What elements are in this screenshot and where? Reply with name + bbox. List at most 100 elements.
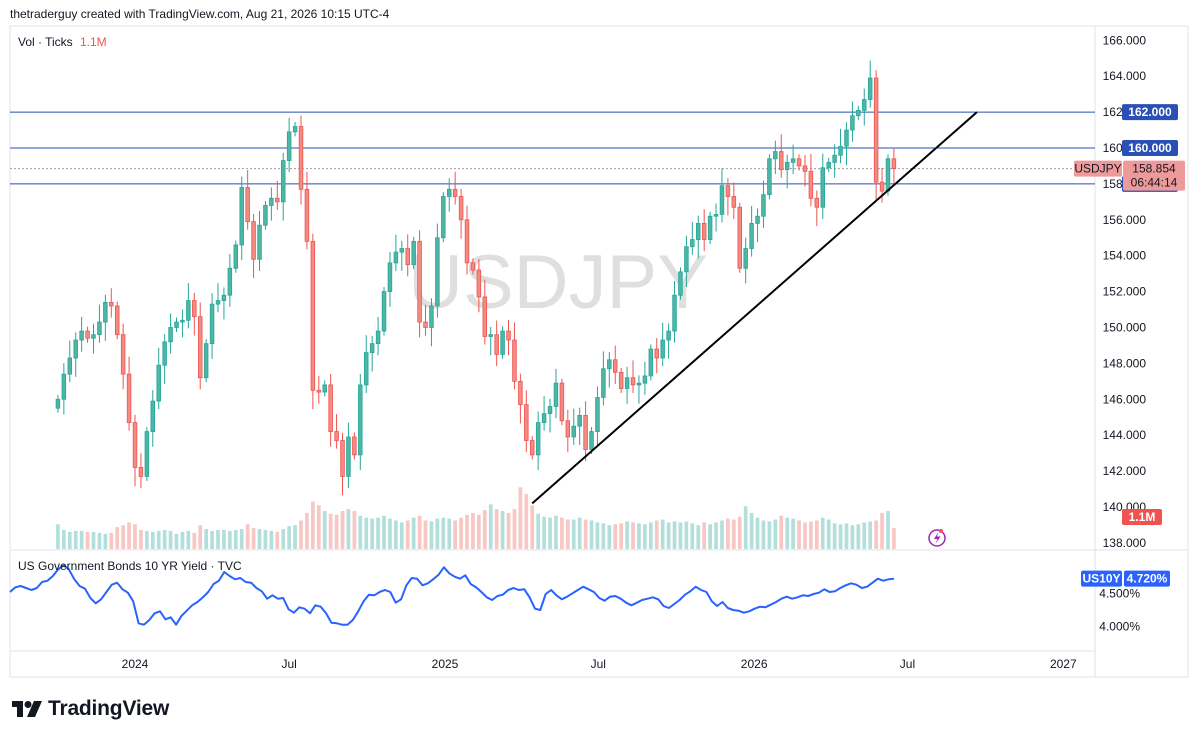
volume-bar [263, 530, 268, 549]
price-tick-label: 150.000 [1103, 320, 1147, 334]
time-tick-label: 2027 [1050, 657, 1077, 671]
candle-body [417, 240, 422, 323]
candle-body [624, 377, 630, 389]
volume-bar [233, 530, 238, 549]
candle-body [553, 382, 559, 407]
volume-bar [85, 531, 90, 549]
candle-body [654, 348, 659, 359]
volume-bar [370, 518, 374, 549]
volume-bar [856, 524, 861, 549]
tradingview-logo[interactable]: TradingView [12, 697, 169, 721]
price-tick-label: 152.000 [1103, 285, 1147, 299]
time-axis: 2024 Jul 2025 Jul 2026 Jul 2027 [122, 657, 1077, 671]
candle-body [132, 422, 138, 468]
price-tick-label: 142.000 [1103, 464, 1147, 478]
candle-body [441, 196, 446, 239]
volume-tag-text: 1.1M [1129, 510, 1156, 524]
candle-body [292, 126, 298, 133]
candle-body [749, 222, 754, 249]
candle-body [97, 321, 102, 336]
volume-bar [803, 522, 807, 549]
candle-body [209, 303, 215, 345]
yield-line [9, 564, 895, 626]
candle-body [535, 422, 541, 456]
volume-bar [133, 524, 137, 549]
candle-body [221, 294, 227, 301]
candle-body [138, 467, 144, 477]
candle-body [630, 377, 636, 386]
volume-bar [690, 523, 695, 549]
candle-body [559, 382, 565, 422]
candle-body [796, 158, 802, 167]
volume-bar [477, 514, 481, 549]
volume-bar [459, 517, 463, 549]
candle-body [707, 215, 713, 240]
volume-bar [210, 530, 214, 549]
candle-body [227, 267, 233, 296]
volume-bar [299, 520, 303, 549]
volume-bar [56, 524, 60, 549]
volume-bar [488, 504, 493, 549]
volume-bar [625, 521, 629, 549]
candle-body [725, 185, 731, 197]
yield-value-tag [1124, 570, 1170, 587]
level-tag [1122, 104, 1178, 121]
volume-bar [340, 511, 345, 549]
volume-bar [577, 517, 582, 549]
candle-body [773, 151, 778, 160]
price-tick-label: 154.000 [1103, 249, 1147, 263]
alert-dot-icon [939, 529, 943, 533]
volume-bar [399, 522, 404, 549]
candle-body [589, 431, 594, 450]
candle-body [767, 158, 772, 196]
volume-bar [814, 520, 819, 549]
price-tick-label: 164.000 [1103, 69, 1147, 83]
price-tick-label: 146.000 [1103, 392, 1147, 406]
candle-body [316, 389, 322, 393]
yield-symbol-tag-text: US10Y [1082, 572, 1120, 586]
candle-body [678, 271, 683, 296]
volume-bar [571, 519, 576, 549]
price-tag [1123, 160, 1185, 191]
volume-bar [743, 506, 748, 549]
candle-body [607, 359, 612, 370]
candle-body [405, 248, 410, 266]
candle-body [613, 359, 618, 373]
volume-bar [761, 520, 766, 549]
candle-body [126, 373, 132, 423]
candle-body [393, 251, 399, 264]
candle-body [684, 246, 689, 273]
candle-body [802, 165, 808, 172]
volume-bar [696, 525, 701, 549]
volume-bar [222, 530, 226, 549]
trendline[interactable] [531, 111, 978, 505]
candle-body [429, 305, 434, 328]
volume-bar [844, 523, 849, 549]
volume-bar [417, 515, 422, 549]
candle-body [885, 158, 891, 192]
volume-bar [874, 520, 878, 549]
yield-legend-label: US Government Bonds 10 YR Yield · TVC [18, 559, 242, 573]
candle-body [850, 115, 855, 131]
volume-bar [328, 513, 333, 549]
candle-body [79, 330, 84, 341]
volume-bar [376, 517, 380, 549]
candle-body [482, 296, 488, 337]
volume-bar [115, 527, 120, 549]
candle-body [286, 131, 292, 161]
volume-bar [411, 517, 416, 549]
candle-body [263, 205, 268, 226]
volume-tag [1122, 509, 1162, 525]
candle-body [322, 384, 327, 393]
candle-body [891, 158, 897, 169]
candle-body [144, 431, 150, 477]
price-tick-label: 166.000 [1103, 33, 1147, 47]
candle-body [879, 181, 885, 192]
volume-bar [726, 518, 730, 549]
volume-bar [156, 530, 161, 549]
lightning-icon[interactable] [928, 529, 946, 547]
candle-body [464, 219, 470, 264]
volume-bar [791, 518, 795, 549]
chart-frame [9, 25, 1189, 678]
